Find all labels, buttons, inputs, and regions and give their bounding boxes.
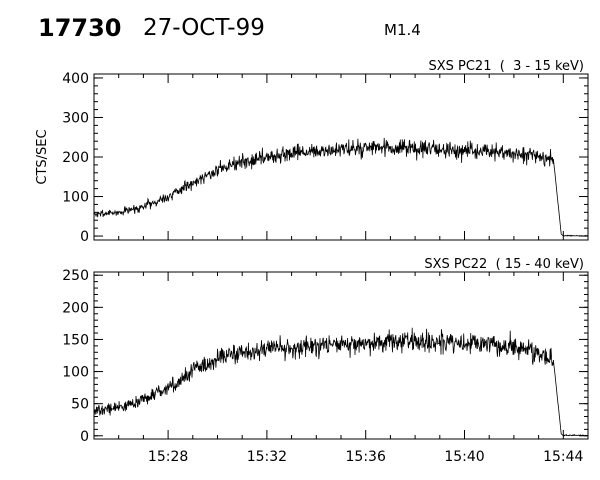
y-tick-label: 400 [62, 71, 89, 87]
panel-pc21: 0 100 200 300 400 SXS PC21 ( 3 - 15 keV) CTS/S… [35, 59, 589, 245]
x-tick-label: 15:32 [247, 449, 287, 465]
count-rate-series [93, 137, 589, 237]
panel-pc22: 0 50 100 150 200 250 15:28 15:32 15:36 15:40 15:44… [62, 257, 589, 465]
y-tick-label: 50 [71, 397, 89, 413]
x-tick-label: 15:40 [444, 449, 484, 465]
y-tick-label: 100 [62, 365, 89, 381]
plot-frame [93, 271, 589, 440]
count-rate-series [93, 327, 589, 437]
x-tick-label: 15:44 [543, 449, 583, 465]
y-tick-label: 0 [80, 229, 89, 245]
y-tick-label: 0 [80, 429, 89, 445]
y-tick-label: 250 [62, 268, 89, 284]
flare-class: M1.4 [384, 21, 421, 39]
x-tick-label: 15:28 [148, 449, 188, 465]
y-axis-label: CTS/SEC [35, 129, 50, 184]
x-tick-label: 15:36 [346, 449, 386, 465]
panel-title: SXS PC22 ( 15 - 40 keV) [424, 257, 584, 272]
event-date: 27-OCT-99 [143, 15, 265, 41]
panel-title: SXS PC21 ( 3 - 15 keV) [428, 59, 584, 74]
y-tick-label: 200 [62, 300, 89, 316]
event-id: 17730 [38, 14, 122, 42]
y-tick-label: 300 [62, 110, 89, 126]
y-tick-label: 150 [62, 332, 89, 348]
plot-frame [93, 73, 589, 241]
y-tick-label: 100 [62, 190, 89, 206]
y-tick-label: 200 [62, 150, 89, 166]
